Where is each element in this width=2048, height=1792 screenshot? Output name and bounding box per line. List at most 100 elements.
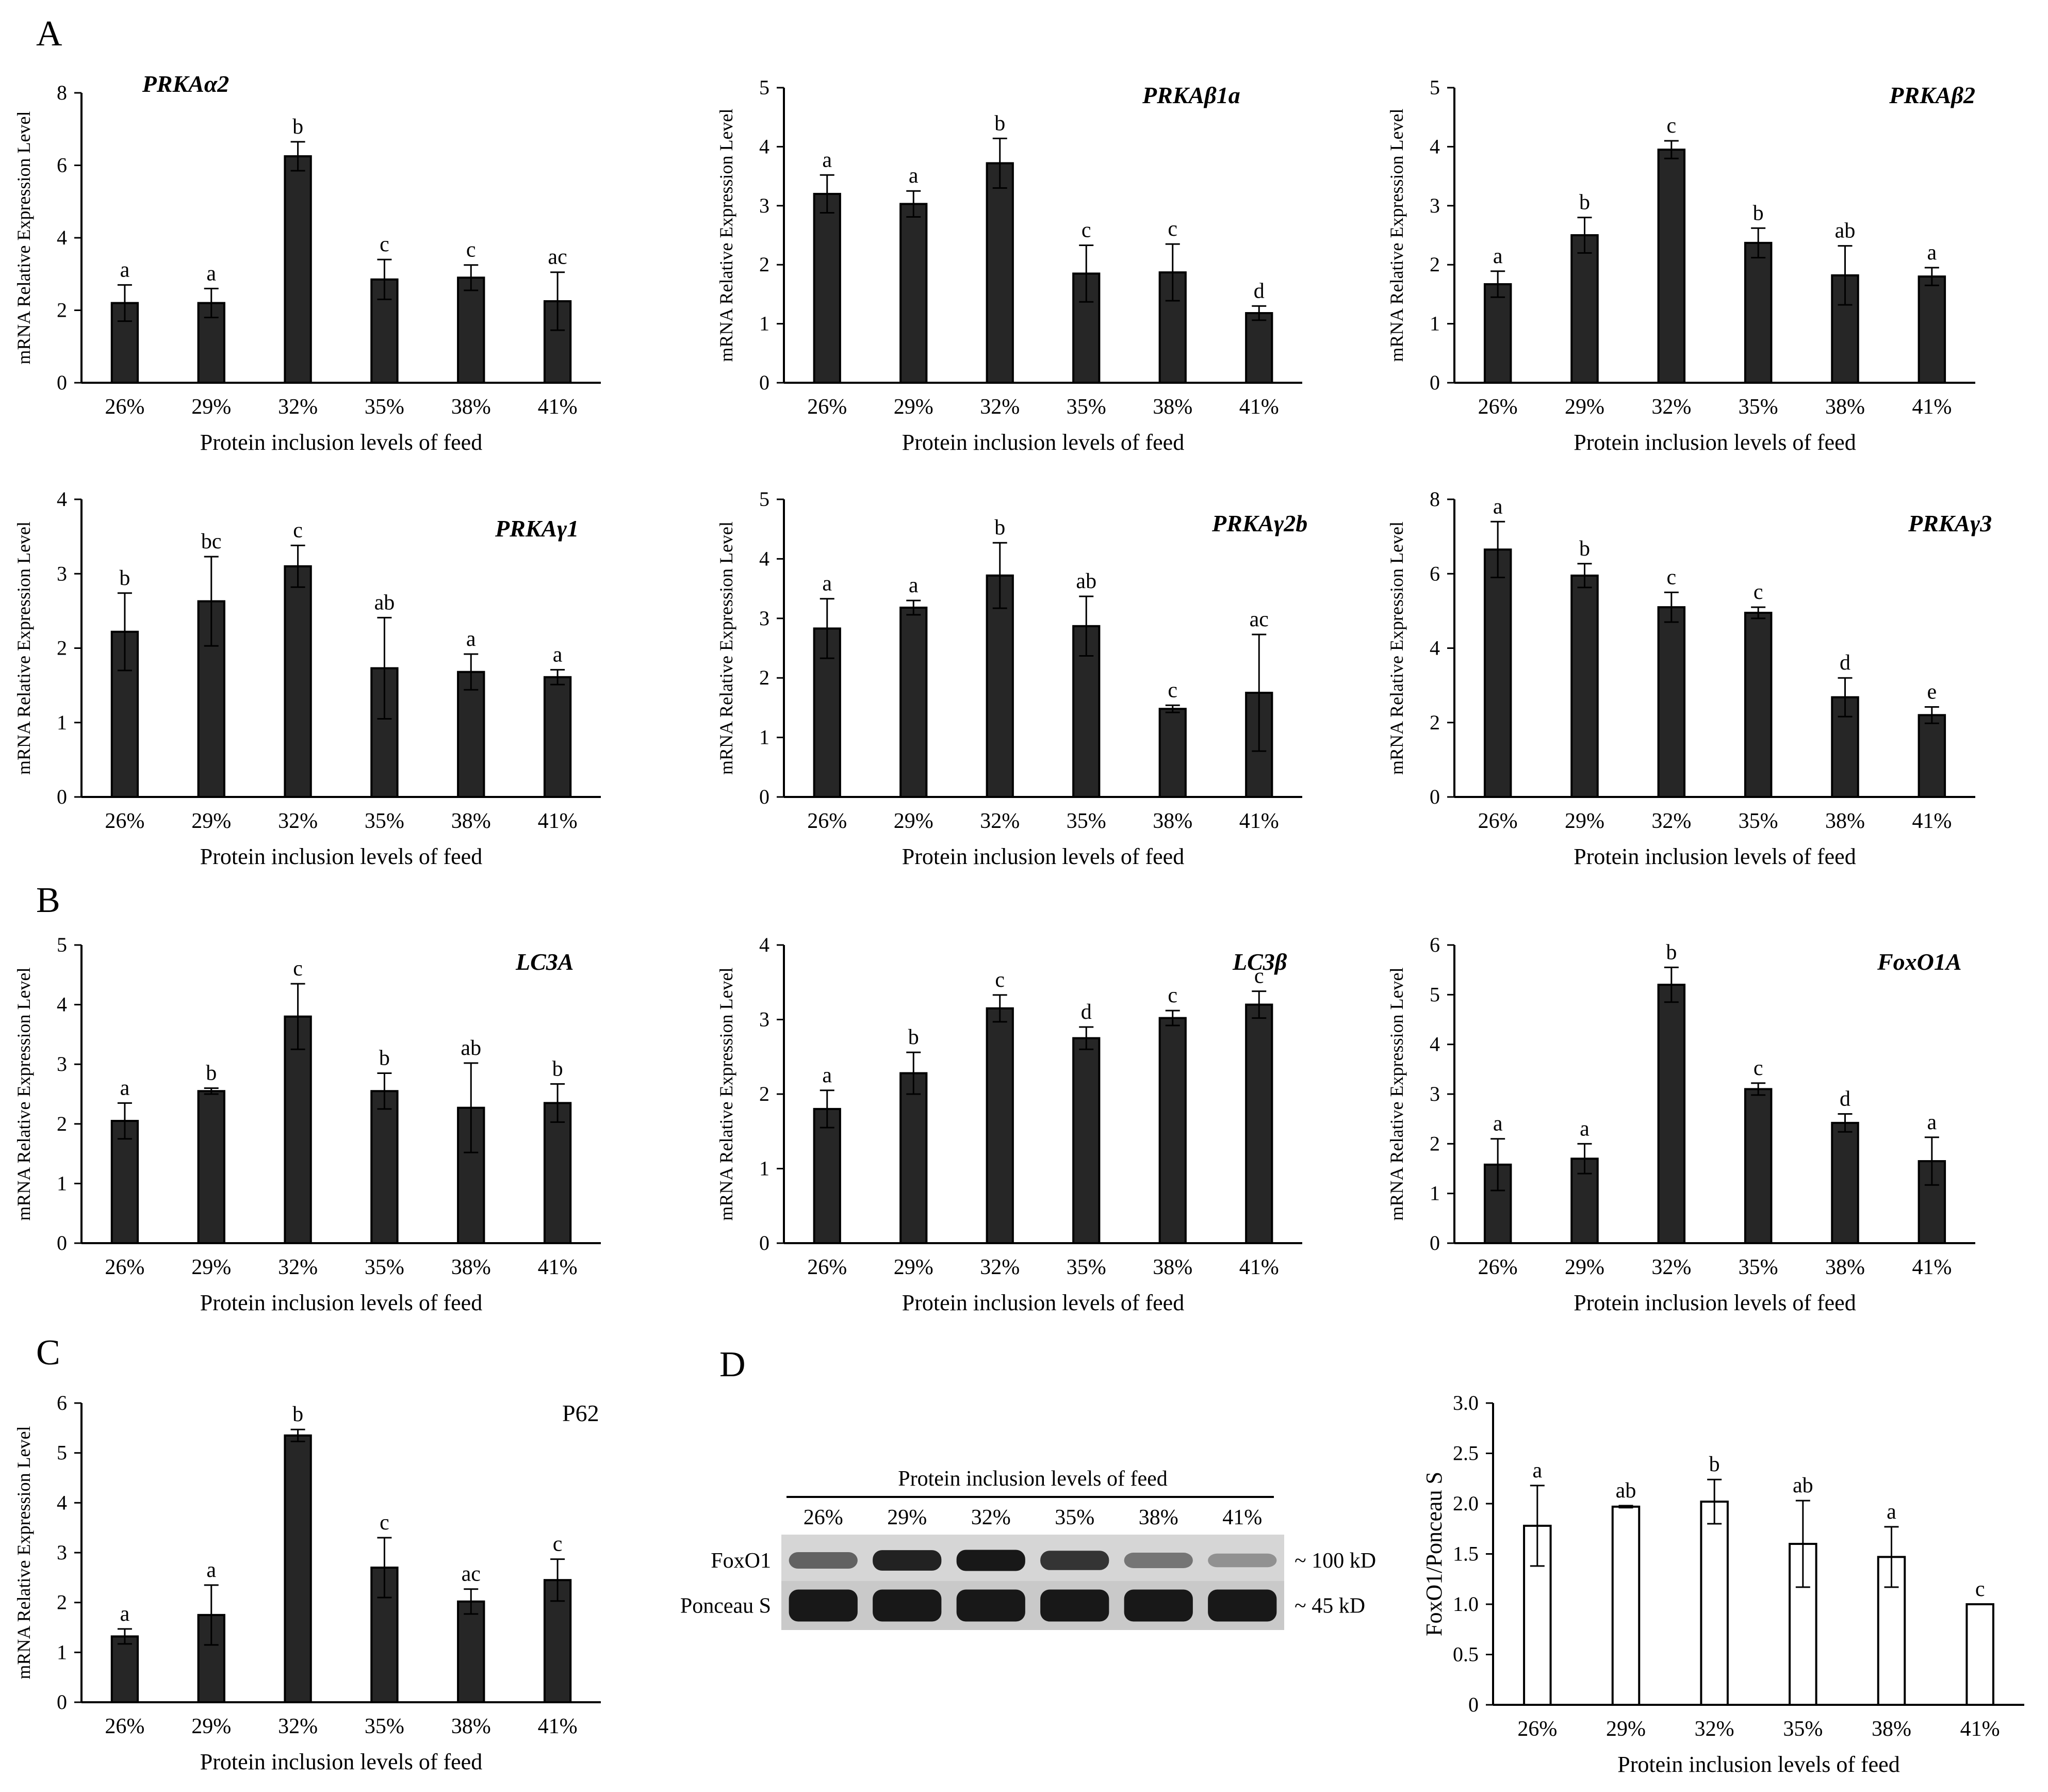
x-axis-title: Protein inclusion levels of feed xyxy=(200,1290,482,1315)
chart-title: PRKAγ2b xyxy=(1211,510,1307,536)
y-tick-label: 2 xyxy=(759,666,769,689)
significance-letter: e xyxy=(1927,680,1937,704)
y-tick-label: 4 xyxy=(1430,1033,1440,1056)
y-tick-label: 0 xyxy=(1430,785,1440,808)
significance-letter: a xyxy=(1493,1112,1503,1136)
bar xyxy=(284,1434,312,1703)
y-tick-label: 4 xyxy=(759,547,769,570)
significance-letter: bc xyxy=(201,530,222,553)
y-axis-title: mRNA Relative Expression Level xyxy=(1386,968,1407,1221)
bar xyxy=(1657,149,1686,384)
x-axis-title: Protein inclusion levels of feed xyxy=(1574,844,1856,869)
y-tick-label: 2 xyxy=(57,637,67,660)
bar xyxy=(457,1600,485,1704)
blot-band xyxy=(956,1589,1025,1622)
x-tick-label: 41% xyxy=(1239,395,1279,419)
blot-size-label: ~ 100 kD xyxy=(1295,1549,1376,1573)
significance-letter: b xyxy=(1666,940,1677,964)
x-tick-label: 32% xyxy=(1651,1256,1691,1279)
significance-letter: c xyxy=(1168,984,1177,1007)
blot-lane-label: 41% xyxy=(1222,1506,1262,1529)
x-tick-label: 35% xyxy=(1067,809,1106,833)
significance-letter: c xyxy=(1254,965,1264,988)
y-tick-label: 1 xyxy=(1430,1182,1440,1205)
bar xyxy=(1483,283,1512,384)
y-tick-label: 4 xyxy=(57,993,67,1016)
significance-letter: a xyxy=(822,148,832,172)
x-axis-title: Protein inclusion levels of feed xyxy=(902,844,1184,869)
y-tick-label: 3 xyxy=(57,562,67,585)
y-tick-label: 3 xyxy=(759,607,769,630)
significance-letter: b xyxy=(379,1047,390,1070)
y-tick-label: 4 xyxy=(57,487,67,511)
x-tick-label: 35% xyxy=(365,395,404,419)
x-tick-label: 29% xyxy=(1565,395,1604,419)
bar xyxy=(1965,1603,1994,1706)
x-axis-title: Protein inclusion levels of feed xyxy=(200,844,482,869)
chart-title: P62 xyxy=(562,1400,599,1426)
bar xyxy=(813,1107,841,1244)
x-tick-label: 41% xyxy=(538,809,578,833)
y-tick-label: 1.0 xyxy=(1453,1592,1479,1616)
x-tick-label: 26% xyxy=(105,395,144,419)
y-tick-label: 0 xyxy=(759,1231,769,1255)
x-tick-label: 38% xyxy=(451,1715,491,1738)
blot-band xyxy=(873,1589,942,1622)
significance-letter: c xyxy=(293,518,303,542)
x-tick-label: 41% xyxy=(538,395,578,419)
significance-letter: d xyxy=(1254,279,1265,303)
y-tick-label: 4 xyxy=(759,933,769,956)
chart-title: PRKAβ2 xyxy=(1889,82,1975,108)
bar xyxy=(1158,708,1187,799)
x-tick-label: 32% xyxy=(1695,1717,1734,1741)
blot-band xyxy=(789,1552,858,1569)
y-tick-label: 0 xyxy=(759,371,769,394)
x-axis-title: Protein inclusion levels of feed xyxy=(200,430,482,455)
y-axis-title: mRNA Relative Expression Level xyxy=(13,968,34,1221)
chart-title: PRKAβ1a xyxy=(1142,82,1240,108)
y-tick-label: 3 xyxy=(759,1008,769,1031)
x-axis-title: Protein inclusion levels of feed xyxy=(902,430,1184,455)
y-tick-label: 2 xyxy=(57,1591,67,1614)
y-tick-label: 0 xyxy=(57,371,67,394)
significance-letter: a xyxy=(120,258,130,282)
x-tick-label: 26% xyxy=(807,1256,847,1279)
y-tick-label: 2.0 xyxy=(1453,1492,1479,1515)
significance-letter: ac xyxy=(1250,608,1269,631)
y-tick-label: 0 xyxy=(57,785,67,808)
significance-letter: a xyxy=(1493,495,1503,518)
chart-p62: 0 1 2 3 4 5 6 a 26% a 29% b 32% c 35% ac 38% c 41% Protein … xyxy=(13,1391,601,1774)
significance-letter: c xyxy=(1667,114,1677,138)
x-tick-label: 26% xyxy=(1478,1256,1518,1279)
significance-letter: c xyxy=(1754,580,1763,604)
y-axis-title: mRNA Relative Expression Level xyxy=(1386,522,1407,775)
x-tick-label: 26% xyxy=(105,809,144,833)
bar xyxy=(1744,241,1773,384)
x-tick-label: 32% xyxy=(1651,809,1691,833)
y-tick-label: 6 xyxy=(57,1391,67,1414)
blot-row-label: FoxO1 xyxy=(711,1549,771,1573)
x-tick-label: 38% xyxy=(1825,1256,1865,1279)
x-tick-label: 35% xyxy=(1739,809,1778,833)
x-tick-label: 29% xyxy=(894,809,933,833)
significance-letter: ab xyxy=(1835,219,1856,243)
x-tick-label: 38% xyxy=(451,1256,491,1279)
x-tick-label: 26% xyxy=(807,395,847,419)
y-tick-label: 4 xyxy=(1430,135,1440,158)
y-axis-title: mRNA Relative Expression Level xyxy=(13,111,34,365)
chart-title: LC3A xyxy=(515,949,574,975)
y-tick-label: 4 xyxy=(57,1491,67,1514)
chart-title: FoxO1A xyxy=(1877,949,1962,975)
y-tick-label: 5 xyxy=(1430,76,1440,99)
bar xyxy=(284,565,312,798)
blot-band xyxy=(789,1589,858,1622)
significance-letter: d xyxy=(1081,1000,1092,1024)
significance-letter: b xyxy=(1579,191,1590,215)
x-tick-label: 41% xyxy=(538,1256,578,1279)
x-tick-label: 41% xyxy=(1912,395,1952,419)
significance-letter: c xyxy=(466,238,476,262)
chart-prkag1: 0 1 2 3 4 b 26% bc 29% c 32% ab 35% a 38% a 41% Protein i… xyxy=(13,487,601,869)
blot-lane-label: 29% xyxy=(887,1506,927,1529)
significance-letter: c xyxy=(1975,1577,1985,1601)
